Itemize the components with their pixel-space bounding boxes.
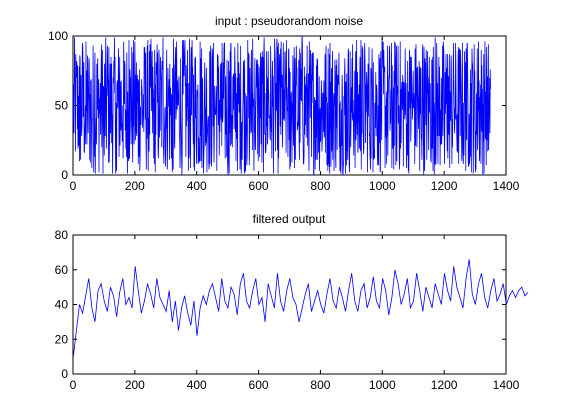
- y-tick-label: 0: [61, 168, 68, 182]
- series-line-0-0: [72, 35, 491, 176]
- subplot-input-noise: input : pseudorandom noise 0 200 400 600 800…: [48, 14, 520, 193]
- subplot-2-title: filtered output: [253, 212, 326, 226]
- y-tick-label: 40: [55, 298, 69, 312]
- subplot-2-ticks: 0 200 400 600 800 1000 1200 1400 0 20 40 60 80: [55, 228, 520, 392]
- x-tick-label: 1400: [493, 378, 520, 392]
- y-tick-label: 80: [55, 228, 69, 242]
- x-tick-label: 1200: [431, 179, 458, 193]
- x-tick-label: 1000: [369, 179, 396, 193]
- x-tick-label: 400: [187, 179, 207, 193]
- subplot-1-title: input : pseudorandom noise: [215, 14, 363, 28]
- y-tick-label: 20: [55, 332, 69, 346]
- subplot-2-plot-area: [72, 259, 529, 357]
- x-tick-label: 1200: [431, 378, 458, 392]
- x-tick-label: 200: [125, 378, 145, 392]
- x-tick-label: 600: [249, 179, 269, 193]
- y-tick-label: 60: [55, 263, 69, 277]
- x-tick-label: 0: [70, 179, 77, 193]
- subplot-1-plot-area: [72, 35, 491, 176]
- x-tick-label: 1000: [369, 378, 396, 392]
- y-tick-label: 50: [55, 99, 69, 113]
- series-line-1-0: [72, 259, 529, 357]
- x-tick-label: 0: [70, 378, 77, 392]
- subplot-1-ticks: 0 200 400 600 800 1000 1200 1400 0 50 100: [48, 29, 520, 193]
- x-tick-label: 800: [310, 179, 330, 193]
- x-tick-label: 800: [310, 378, 330, 392]
- subplot-filtered-output: filtered output 0 200 400 600 800 1000 1200 140…: [55, 212, 529, 392]
- y-tick-label: 100: [48, 29, 68, 43]
- x-tick-label: 1400: [493, 179, 520, 193]
- x-tick-label: 600: [249, 378, 269, 392]
- subplot-2-axes-box: [72, 234, 507, 375]
- x-tick-label: 400: [187, 378, 207, 392]
- x-tick-label: 200: [125, 179, 145, 193]
- y-tick-label: 0: [61, 367, 68, 381]
